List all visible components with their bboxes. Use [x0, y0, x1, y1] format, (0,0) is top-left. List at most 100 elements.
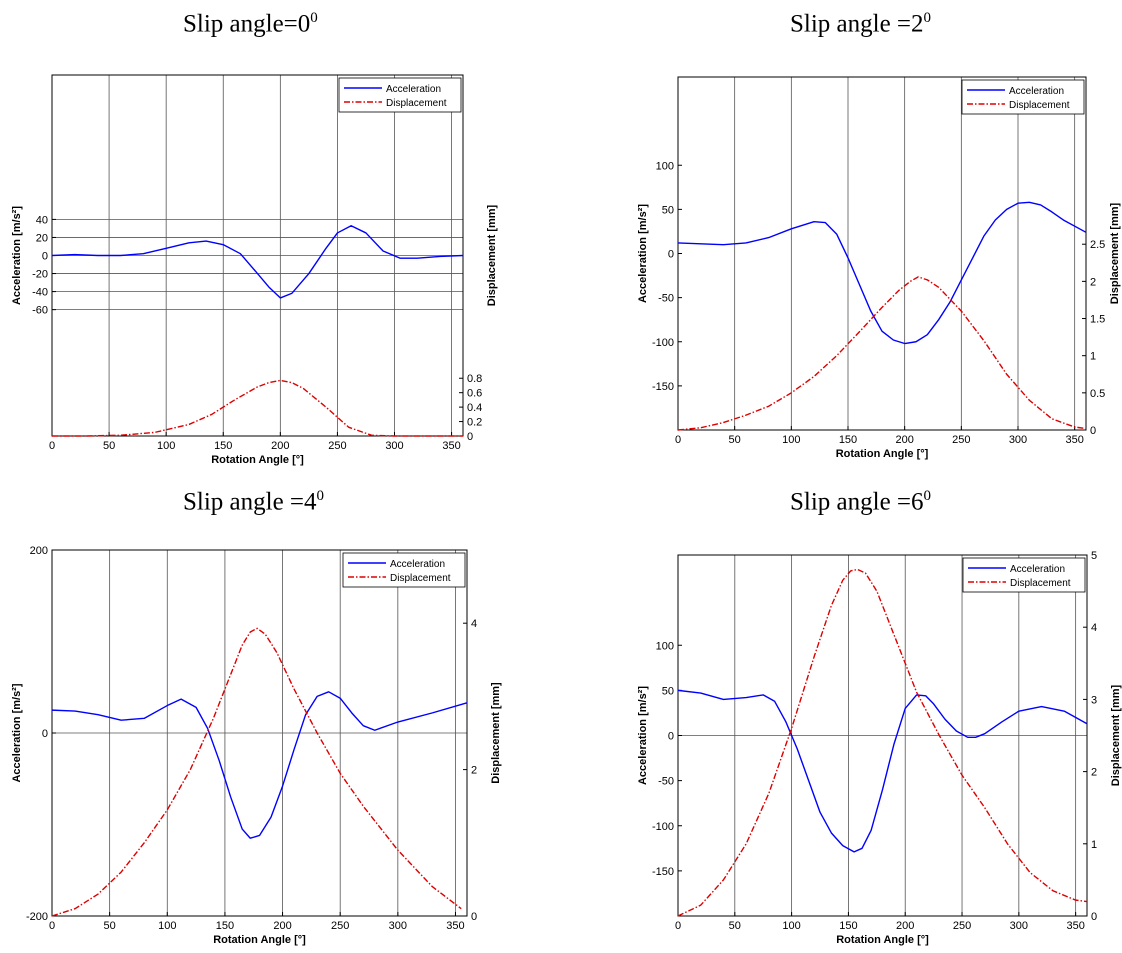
- y-right-tick-label: 0.8: [467, 373, 482, 385]
- legend-entry-label: Acceleration: [1010, 564, 1065, 575]
- y-left-axis-label: Acceleration [m/s²]: [11, 206, 23, 305]
- chart-panel-0: Slip angle=00 0 50 100 150 200 250 300 350 -60 -4…: [0, 0, 561, 476]
- y-right-axis-label: Displacement [mm]: [1109, 202, 1121, 304]
- chart-title: Slip angle =40: [183, 488, 324, 516]
- x-tick-label: 100: [782, 434, 800, 446]
- chart-title-text: Slip angle =6: [790, 488, 924, 516]
- y-left-tick-label: -50: [658, 776, 674, 788]
- x-tick-label: 0: [49, 440, 55, 452]
- y-left-axis-label: Acceleration [m/s²]: [637, 686, 649, 785]
- y-left-tick-label: -100: [652, 821, 674, 833]
- legend-entry-label: Displacement: [386, 98, 447, 109]
- y-right-tick-label: 0: [467, 431, 473, 443]
- y-right-tick-label: 2: [1090, 276, 1096, 288]
- x-tick-label: 200: [896, 920, 914, 932]
- legend: Acceleration Displacement: [338, 77, 462, 113]
- y-right-tick-label: 0.4: [467, 402, 482, 414]
- y-left-tick-label: -50: [658, 293, 674, 305]
- x-tick-label: 350: [1065, 434, 1083, 446]
- x-axis-label: Rotation Angle [°]: [213, 934, 306, 946]
- x-tick-label: 300: [389, 920, 407, 932]
- x-tick-label: 350: [446, 920, 464, 932]
- chart-title-text: Slip angle =2: [790, 10, 924, 38]
- axes-frame: [677, 76, 1087, 431]
- displacement-line: [52, 379, 463, 437]
- x-tick-label: 300: [385, 440, 403, 452]
- y-right-tick-label: 0: [1091, 911, 1097, 923]
- chart-title-superscript: 0: [316, 488, 325, 504]
- chart-title: Slip angle =60: [790, 488, 931, 516]
- y-left-tick-label: 50: [662, 204, 674, 216]
- chart-title-superscript: 0: [923, 10, 932, 26]
- y-right-axis-label: Displacement [mm]: [1110, 684, 1122, 786]
- chart-title-superscript: 0: [923, 488, 932, 504]
- x-tick-label: 300: [1010, 920, 1028, 932]
- y-right-tick-label: 1.5: [1090, 314, 1105, 326]
- legend-entry-label: Displacement: [1009, 100, 1070, 111]
- y-right-tick-label: 0: [1090, 425, 1096, 437]
- y-left-tick-label: 100: [656, 640, 674, 652]
- x-tick-label: 0: [675, 434, 681, 446]
- chart-title-superscript: 0: [310, 10, 318, 26]
- legend-entry-label: Acceleration: [390, 559, 445, 570]
- x-tick-label: 50: [729, 920, 741, 932]
- y-right-axis-label: Displacement [mm]: [486, 204, 498, 306]
- legend: Acceleration Displacement: [961, 79, 1085, 115]
- acceleration-line: [677, 201, 1087, 345]
- y-left-tick-label: -20: [32, 269, 48, 281]
- x-tick-label: 350: [1066, 920, 1084, 932]
- y-left-tick-label: 0: [42, 728, 48, 740]
- y-right-tick-label: 0.2: [467, 417, 482, 429]
- y-right-axis-label: Displacement [mm]: [490, 682, 502, 784]
- legend-box: [342, 552, 466, 588]
- y-left-tick-label: 40: [36, 214, 48, 226]
- y-left-tick-label: -100: [652, 337, 674, 349]
- displacement-line: [677, 276, 1087, 431]
- x-tick-label: 350: [442, 440, 460, 452]
- y-right-tick-label: 0: [471, 911, 477, 923]
- y-left-tick-label: -60: [32, 305, 48, 317]
- x-tick-label: 100: [157, 440, 175, 452]
- x-tick-label: 100: [782, 920, 800, 932]
- legend-box: [962, 557, 1086, 593]
- x-tick-label: 150: [214, 440, 232, 452]
- legend-box: [961, 79, 1085, 115]
- y-right-tick-label: 0.6: [467, 388, 482, 400]
- chart-svg: 0 50 100 150 200 250 300 350 -150 -100 -50 0 50 100 0 1…: [637, 550, 1122, 946]
- y-right-tick-label: 5: [1091, 550, 1097, 562]
- x-tick-label: 100: [158, 920, 176, 932]
- chart-panel-3: Slip angle =60 0 50 100 150 200 250 300 350 -150…: [561, 476, 1122, 953]
- x-tick-label: 50: [729, 434, 741, 446]
- y-right-tick-label: 4: [1091, 622, 1097, 634]
- legend: Acceleration Displacement: [342, 552, 466, 588]
- acceleration-line: [51, 691, 468, 839]
- y-left-tick-label: 100: [656, 160, 674, 172]
- x-tick-label: 200: [895, 434, 913, 446]
- legend-entry-label: Displacement: [1010, 578, 1071, 589]
- chart-title-text: Slip angle=0: [183, 10, 311, 38]
- x-axis-label: Rotation Angle [°]: [211, 454, 304, 466]
- y-right-tick-label: 4: [471, 618, 477, 630]
- x-tick-label: 0: [675, 920, 681, 932]
- acceleration-line: [51, 225, 464, 299]
- x-tick-label: 0: [49, 920, 55, 932]
- chart-svg: 0 50 100 150 200 250 300 350 -150 -100 -50 0 50 100 0 0…: [637, 76, 1121, 460]
- legend-box: [338, 77, 462, 113]
- displacement-line: [51, 627, 462, 917]
- chart-title: Slip angle =20: [790, 10, 931, 38]
- x-tick-label: 250: [331, 920, 349, 932]
- chart-panel-1: Slip angle =20 0 50 100 150 200 250 300 350 -150…: [561, 0, 1122, 476]
- x-tick-label: 50: [103, 440, 115, 452]
- x-tick-label: 150: [216, 920, 234, 932]
- chart-title-text: Slip angle =4: [183, 488, 317, 516]
- chart-title: Slip angle=00: [183, 10, 318, 38]
- x-tick-label: 250: [952, 434, 970, 446]
- y-right-tick-label: 2.5: [1090, 239, 1105, 251]
- y-left-tick-label: 200: [30, 545, 48, 557]
- chart-panel-2: Slip angle =40 0 50 100 150 200 250 300 350 -200…: [0, 476, 561, 953]
- y-right-tick-label: 2: [1091, 767, 1097, 779]
- legend-entry-label: Displacement: [390, 573, 451, 584]
- y-right-tick-label: 0.5: [1090, 388, 1105, 400]
- legend-entry-label: Acceleration: [1009, 86, 1064, 97]
- y-left-tick-label: 0: [42, 251, 48, 263]
